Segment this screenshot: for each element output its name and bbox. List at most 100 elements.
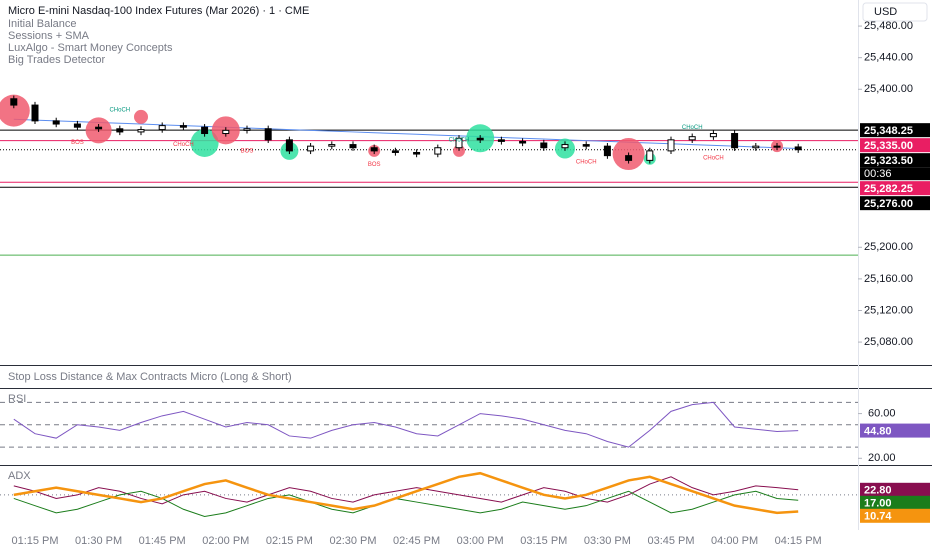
x-tick-label: 02:45 PM (393, 535, 440, 547)
price-label: 25,335.00 (864, 140, 913, 152)
candle-body (709, 133, 717, 138)
candle-body (667, 139, 675, 152)
candle-body (497, 139, 505, 142)
y-tick-label: 25,440.00 (864, 52, 913, 64)
x-tick-label: 02:30 PM (329, 535, 376, 547)
currency-button[interactable] (862, 2, 928, 22)
candle-body (370, 147, 378, 152)
annotation: CHoCH (682, 125, 703, 131)
candle-body (201, 126, 209, 135)
annotation: CHoCH (449, 137, 470, 143)
y-tick-label: 20.00 (868, 452, 896, 464)
x-tick-label: 01:30 PM (75, 535, 122, 547)
annotation: BOS (368, 162, 381, 168)
candle-body (31, 104, 39, 122)
candle-body (10, 98, 18, 106)
price-label: 25,348.25 (864, 125, 913, 137)
candle-body (773, 145, 781, 148)
indicator-name: Sessions + SMA (8, 30, 90, 42)
price-label-bg (860, 196, 930, 211)
annotation: CHoCH (576, 160, 597, 166)
candle-body (391, 150, 399, 153)
big-trade (0, 94, 30, 127)
candle-body (116, 128, 124, 133)
y-tick-label: 25,120.00 (864, 304, 913, 316)
candle-body (73, 123, 81, 128)
candle-body (688, 136, 696, 141)
candle-body (434, 147, 442, 155)
currency[interactable]: USD (874, 6, 897, 18)
candle-body (455, 137, 463, 149)
indicator-name: LuxAlgo - Smart Money Concepts (8, 42, 173, 54)
indicator-name: Initial Balance (8, 18, 77, 30)
x-tick-label: 02:15 PM (266, 535, 313, 547)
candle-body (137, 129, 145, 133)
candle-body (582, 144, 590, 147)
price-label: 17.00 (864, 498, 892, 510)
price-label-bg (860, 138, 930, 153)
price-label-bg (860, 482, 930, 497)
annotation: BOS (71, 140, 84, 146)
y-tick-label: 25,080.00 (864, 336, 913, 348)
indicator-line (13, 490, 799, 517)
x-tick-label: 03:30 PM (584, 535, 631, 547)
candle-body (540, 142, 548, 149)
pane-title: ADX (8, 470, 31, 482)
countdown-bg (860, 167, 930, 181)
y-tick-label: 25,400.00 (864, 83, 913, 95)
chart-title: Micro E-mini Nasdaq-100 Index Futures (M… (8, 5, 309, 17)
x-tick-label: 04:15 PM (775, 535, 822, 547)
candle-body (52, 120, 60, 125)
candle-body (752, 145, 760, 149)
indicator-name: Big Trades Detector (8, 54, 106, 66)
x-tick-label: 03:00 PM (457, 535, 504, 547)
candle-body (413, 151, 421, 155)
price-label-bg (860, 181, 930, 196)
price-label: 44.80 (864, 425, 892, 437)
candle-body (158, 125, 166, 131)
candle-body (731, 133, 739, 149)
y-tick-label: 60.00 (868, 407, 896, 419)
candle-body (307, 145, 315, 152)
price-label-bg (860, 153, 930, 168)
price-label: 22.80 (864, 485, 892, 497)
x-tick-label: 03:45 PM (647, 535, 694, 547)
price-label-bg (860, 123, 930, 138)
candle-body (561, 144, 569, 149)
pane-title: Stop Loss Distance & Max Contracts Micro… (8, 371, 292, 383)
pane-title: RSI (8, 393, 26, 405)
big-trade (134, 109, 148, 124)
candle-body (476, 137, 484, 141)
indicator-line (13, 401, 799, 448)
y-tick-label: 25,480.00 (864, 20, 913, 32)
candle-body (95, 126, 103, 130)
indicator-line (13, 471, 799, 515)
big-trade (190, 128, 219, 157)
candle-body (646, 150, 654, 161)
annotation: BOS (241, 148, 254, 154)
candle-body (285, 139, 293, 152)
y-tick-label: 25,200.00 (864, 241, 913, 253)
price-label-bg (860, 495, 930, 510)
x-tick-label: 01:15 PM (11, 535, 58, 547)
candle-body (264, 128, 272, 141)
countdown: 00:36 (864, 168, 892, 180)
x-tick-label: 01:45 PM (139, 535, 186, 547)
candle-body (179, 125, 187, 128)
x-tick-label: 02:00 PM (202, 535, 249, 547)
candle-body (349, 144, 357, 149)
price-label: 10.74 (864, 511, 892, 523)
candle-body (625, 155, 633, 161)
candle-body (243, 128, 251, 131)
x-tick-label: 03:15 PM (520, 535, 567, 547)
annotation: CHoCH (109, 107, 130, 113)
candle-body (519, 140, 527, 144)
price-label-bg (860, 423, 930, 438)
x-tick-label: 04:00 PM (711, 535, 758, 547)
annotation: CHoCH (703, 156, 724, 162)
price-label: 25,276.00 (864, 198, 913, 210)
y-tick-label: 25,160.00 (864, 273, 913, 285)
candle-body (794, 146, 802, 151)
